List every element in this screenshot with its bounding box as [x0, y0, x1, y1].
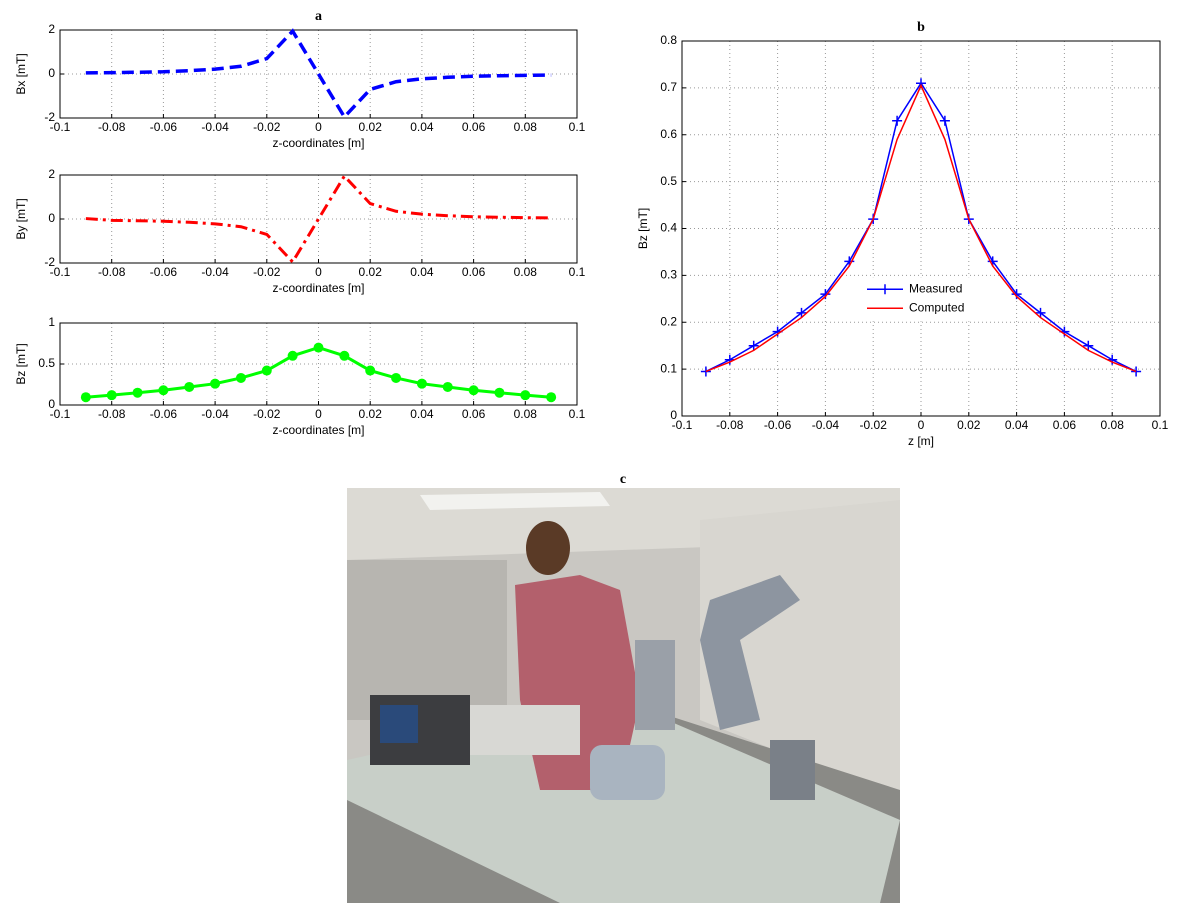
legend-label: Measured	[909, 281, 962, 295]
x-tick-label: -0.04	[812, 418, 840, 432]
y-tick-label: 0.4	[660, 221, 677, 235]
x-tick-label: 0	[315, 120, 322, 134]
y-tick-label: 0.1	[660, 361, 677, 375]
chart-title: a	[315, 9, 322, 24]
x-tick-label: 0.08	[514, 120, 538, 134]
legend-label: Computed	[909, 300, 964, 314]
x-tick-label: 0.08	[1101, 418, 1125, 432]
data-point	[184, 382, 194, 392]
data-point	[288, 351, 298, 361]
data-point	[417, 379, 427, 389]
y-tick-label: 0.2	[660, 314, 677, 328]
data-point	[158, 385, 168, 395]
y-tick-label: 2	[48, 167, 55, 181]
x-tick-label: 0.06	[462, 407, 486, 421]
data-point	[546, 392, 556, 402]
x-axis-label: z-coordinates [m]	[272, 423, 364, 437]
y-tick-label: -2	[44, 255, 55, 269]
x-tick-label: 0	[315, 407, 322, 421]
y-tick-label: 0.5	[660, 174, 677, 188]
y-axis-label: Bx [mT]	[14, 53, 28, 94]
x-tick-label: 0.02	[359, 120, 383, 134]
y-tick-label: 0	[48, 66, 55, 80]
x-tick-label: 0.02	[359, 407, 383, 421]
x-tick-label: 0.1	[569, 120, 586, 134]
y-tick-label: 0	[48, 211, 55, 225]
x-tick-label: -0.06	[150, 407, 178, 421]
x-tick-label: -0.08	[98, 407, 126, 421]
chart-title: b	[917, 20, 925, 35]
x-tick-label: 0.02	[359, 265, 383, 279]
x-tick-label: 0.06	[462, 120, 486, 134]
y-tick-label: 0.8	[660, 33, 677, 47]
y-axis-label: By [mT]	[14, 198, 28, 239]
photo-motor	[590, 745, 665, 800]
photo-instrument	[470, 705, 580, 755]
x-tick-label: -0.02	[253, 265, 281, 279]
x-tick-label: 0.06	[1053, 418, 1077, 432]
data-point	[236, 373, 246, 383]
x-tick-label: -0.02	[253, 407, 281, 421]
x-tick-label: -0.06	[150, 120, 178, 134]
x-axis-label: z-coordinates [m]	[272, 136, 364, 150]
x-axis-label: z [m]	[908, 434, 934, 448]
data-point	[391, 373, 401, 383]
x-tick-label: 0.06	[462, 265, 486, 279]
x-tick-label: 0.08	[514, 265, 538, 279]
y-tick-label: -2	[44, 110, 55, 124]
x-tick-label: -0.08	[716, 418, 744, 432]
photo	[347, 488, 900, 903]
x-tick-label: -0.06	[764, 418, 792, 432]
y-axis-label: Bz [mT]	[636, 208, 650, 249]
y-tick-label: 0	[48, 397, 55, 411]
figure: c -0.1-0.08-0.06-0.04-0.0200.020.040.060…	[0, 0, 1180, 903]
x-tick-label: 0.08	[514, 407, 538, 421]
x-tick-label: -0.04	[201, 407, 229, 421]
y-axis-label: Bz [mT]	[14, 343, 28, 384]
photo-scope-screen	[380, 705, 418, 743]
y-tick-label: 0	[670, 408, 677, 422]
y-tick-label: 0.6	[660, 127, 677, 141]
x-tick-label: 0.04	[1005, 418, 1029, 432]
x-tick-label: -0.08	[98, 265, 126, 279]
photo-title: c	[620, 472, 626, 487]
y-tick-label: 0.7	[660, 80, 677, 94]
x-axis-label: z-coordinates [m]	[272, 281, 364, 295]
x-tick-label: 0.1	[569, 265, 586, 279]
data-point	[443, 382, 453, 392]
x-tick-label: 0.1	[569, 407, 586, 421]
data-point	[107, 390, 117, 400]
x-tick-label: 0	[315, 265, 322, 279]
data-point	[81, 392, 91, 402]
data-point	[210, 379, 220, 389]
x-tick-label: -0.04	[201, 265, 229, 279]
x-tick-label: -0.04	[201, 120, 229, 134]
x-tick-label: 0.04	[410, 120, 434, 134]
photo-robot-wrist	[635, 640, 675, 730]
y-tick-label: 0.3	[660, 268, 677, 282]
x-tick-label: -0.06	[150, 265, 178, 279]
x-tick-label: -0.08	[98, 120, 126, 134]
data-point	[314, 343, 324, 353]
y-tick-label: 0.5	[38, 356, 55, 370]
photo-robot-base	[770, 740, 815, 800]
y-tick-label: 1	[48, 315, 55, 329]
x-tick-label: 0.1	[1152, 418, 1169, 432]
x-tick-label: -0.02	[860, 418, 888, 432]
data-point	[520, 390, 530, 400]
data-point	[469, 385, 479, 395]
data-point	[494, 388, 504, 398]
y-tick-label: 2	[48, 22, 55, 36]
photo-head	[526, 521, 570, 575]
data-point	[262, 366, 272, 376]
x-tick-label: 0.04	[410, 265, 434, 279]
data-point	[339, 351, 349, 361]
x-tick-label: 0.02	[957, 418, 981, 432]
data-point	[133, 388, 143, 398]
x-tick-label: 0	[918, 418, 925, 432]
x-tick-label: -0.02	[253, 120, 281, 134]
x-tick-label: 0.04	[410, 407, 434, 421]
data-point	[365, 366, 375, 376]
